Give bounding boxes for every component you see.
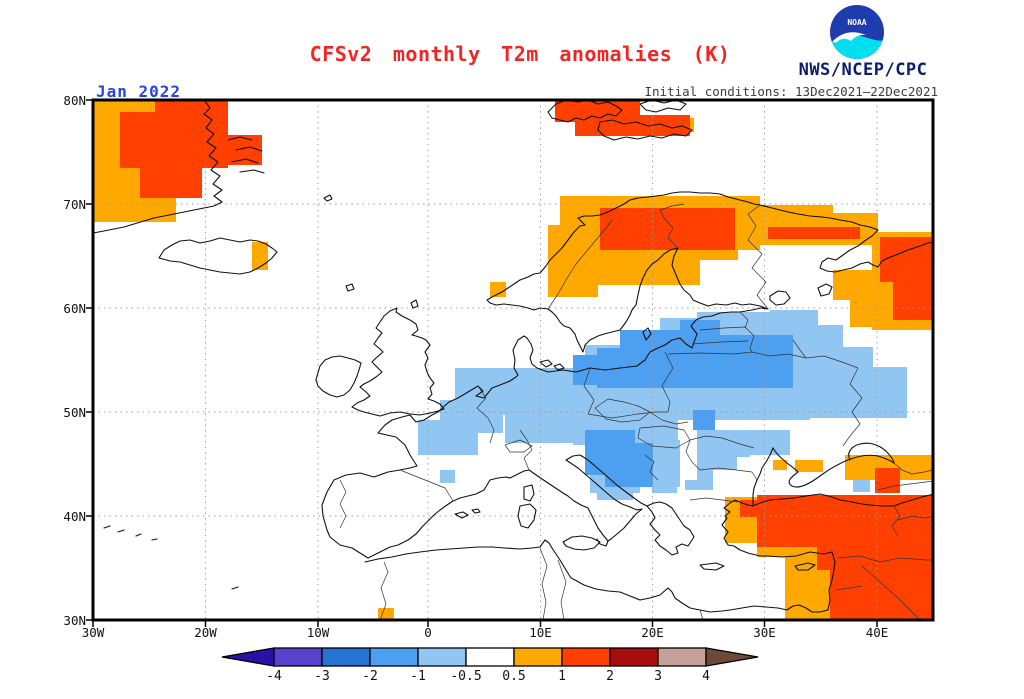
lat-label-40N: 40N bbox=[63, 509, 86, 524]
lon-label-10E: 10E bbox=[529, 625, 552, 640]
colorbar-segment-6 bbox=[561, 647, 611, 667]
country-borders bbox=[339, 203, 934, 621]
seagull-icon bbox=[832, 32, 866, 43]
colorbar-segment-0 bbox=[273, 647, 323, 667]
lon-label-20E: 20E bbox=[641, 625, 664, 640]
colorbar-tick--1: -1 bbox=[410, 669, 426, 684]
axis-tick-marks bbox=[86, 99, 878, 627]
chart-title: CFSv2 monthly T2m anomalies (K) bbox=[309, 42, 731, 66]
org-name: NWS/NCEP/CPC bbox=[798, 60, 928, 80]
lat-label-80N: 80N bbox=[63, 93, 86, 108]
initial-conditions-label: Initial conditions: 13Dec2021–22Dec2021 bbox=[644, 84, 939, 99]
colorbar-segment-8 bbox=[657, 647, 707, 667]
colorbar-tick-2: 2 bbox=[606, 669, 614, 684]
lon-label-40E: 40E bbox=[865, 625, 889, 640]
colorbar-segment-1 bbox=[321, 647, 371, 667]
colorbar-tick-1: 1 bbox=[558, 669, 566, 684]
colorbar-segment-5 bbox=[513, 647, 563, 667]
lat-label-70N: 70N bbox=[63, 197, 86, 212]
lat-label-30N: 30N bbox=[63, 613, 86, 628]
colorbar-segment-4 bbox=[465, 647, 515, 667]
colorbar-tick--0.5: -0.5 bbox=[450, 669, 482, 684]
graticule-gridlines bbox=[93, 100, 933, 620]
map-frame bbox=[91, 98, 935, 622]
colorbar-tick--4: -4 bbox=[266, 669, 282, 684]
lon-label-0: 0 bbox=[424, 625, 432, 640]
lon-label-30W: 30W bbox=[81, 625, 105, 640]
colorbar-tick-3: 3 bbox=[654, 669, 662, 684]
colorbar-tick--2: -2 bbox=[362, 669, 378, 684]
colorbar-segment-2 bbox=[369, 647, 419, 667]
logo-text: NOAA bbox=[847, 18, 866, 27]
colorbar-tick-0.5: 0.5 bbox=[502, 669, 526, 684]
lat-label-50N: 50N bbox=[63, 405, 86, 420]
noaa-logo-icon: NOAA bbox=[830, 5, 884, 59]
colorbar-tick-4: 4 bbox=[702, 669, 710, 684]
lon-label-10W: 10W bbox=[306, 625, 330, 640]
colorbar-segment-7 bbox=[609, 647, 659, 667]
colorbar-tick--3: -3 bbox=[314, 669, 330, 684]
lon-label-30E: 30E bbox=[753, 625, 776, 640]
colorbar-segment-3 bbox=[417, 647, 467, 667]
anomaly-region-cold-core bbox=[573, 320, 793, 487]
forecast-month-label: Jan 2022 bbox=[96, 82, 182, 101]
colorbar-scale bbox=[221, 647, 759, 667]
lat-label-60N: 60N bbox=[63, 301, 86, 316]
lon-label-20W: 20W bbox=[194, 625, 217, 640]
